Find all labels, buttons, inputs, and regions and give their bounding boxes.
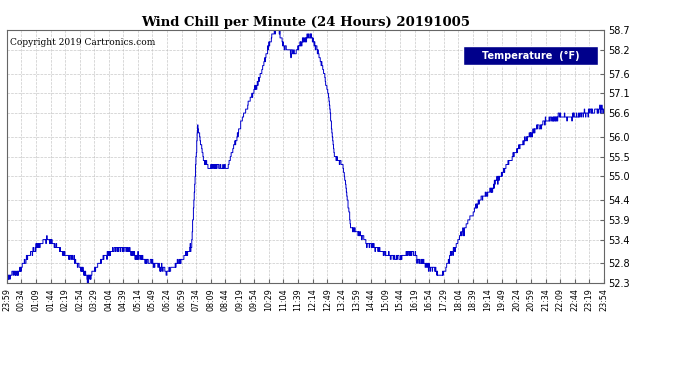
Title: Wind Chill per Minute (24 Hours) 20191005: Wind Chill per Minute (24 Hours) 2019100… <box>141 16 470 29</box>
Text: Temperature  (°F): Temperature (°F) <box>482 51 580 61</box>
FancyBboxPatch shape <box>464 46 598 65</box>
Text: Copyright 2019 Cartronics.com: Copyright 2019 Cartronics.com <box>10 38 155 46</box>
